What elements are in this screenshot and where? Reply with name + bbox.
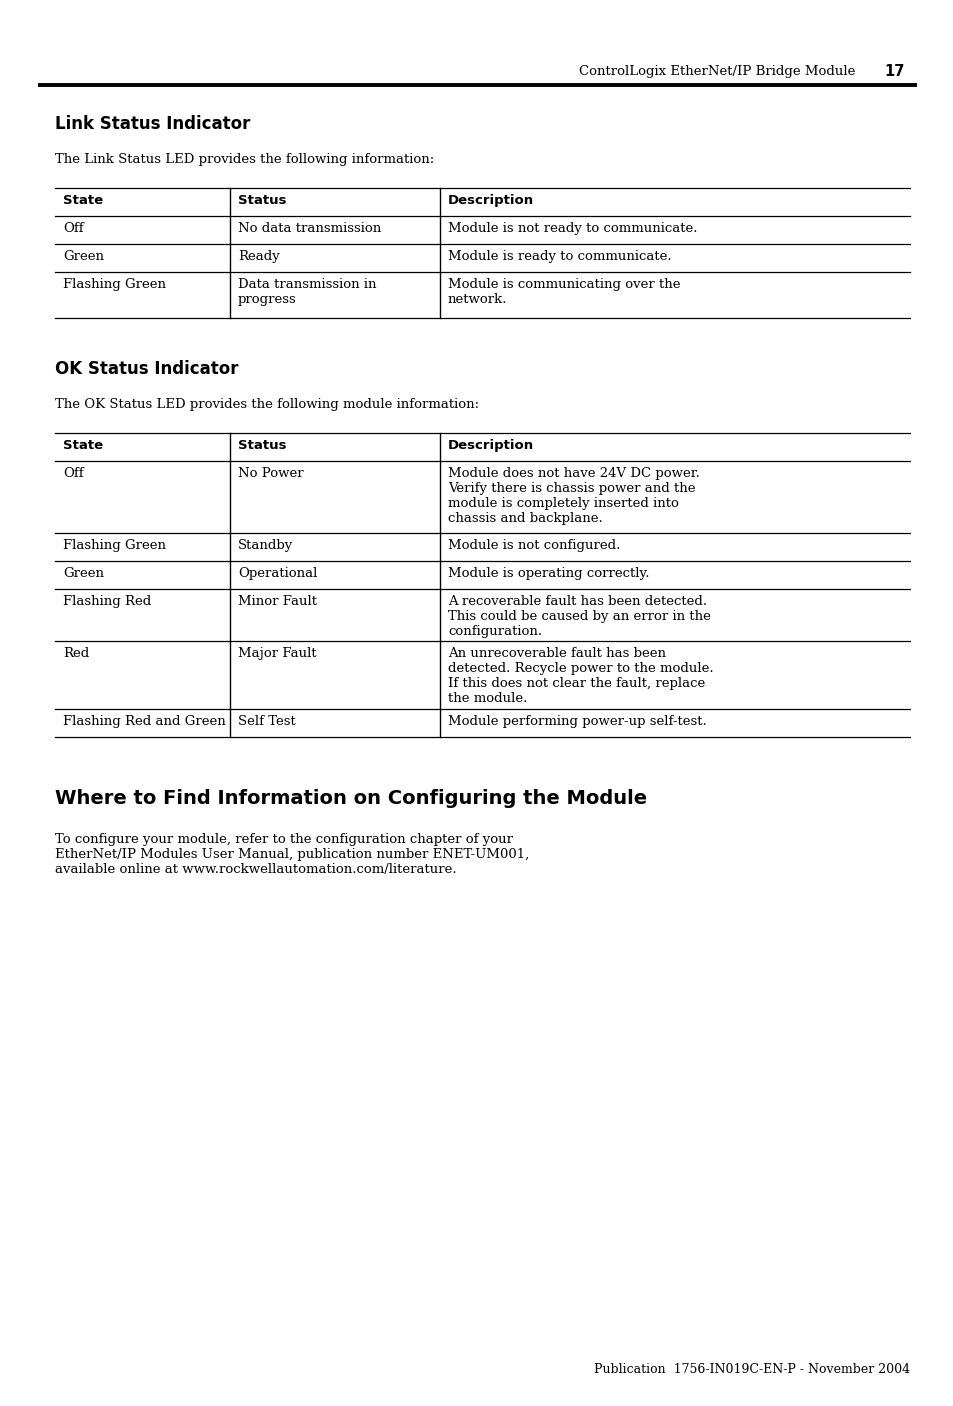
Text: Module is not configured.: Module is not configured. [448,538,619,553]
Text: Green: Green [63,250,104,263]
Text: No Power: No Power [237,467,303,479]
Text: Data transmission in
progress: Data transmission in progress [237,278,376,307]
Text: Major Fault: Major Fault [237,647,316,659]
Text: Flashing Green: Flashing Green [63,278,166,291]
Text: State: State [63,194,103,207]
Text: Status: Status [237,194,286,207]
Text: Green: Green [63,567,104,581]
Text: Operational: Operational [237,567,317,581]
Text: Module is ready to communicate.: Module is ready to communicate. [448,250,671,263]
Text: Module is communicating over the
network.: Module is communicating over the network… [448,278,679,307]
Text: Description: Description [448,194,534,207]
Text: State: State [63,439,103,451]
Text: Flashing Red: Flashing Red [63,595,152,607]
Text: Module is not ready to communicate.: Module is not ready to communicate. [448,222,697,235]
Text: ControlLogix EtherNet/IP Bridge Module: ControlLogix EtherNet/IP Bridge Module [578,66,854,79]
Text: Flashing Red and Green: Flashing Red and Green [63,716,226,728]
Text: Module performing power-up self-test.: Module performing power-up self-test. [448,716,706,728]
Text: Module does not have 24V DC power.
Verify there is chassis power and the
module : Module does not have 24V DC power. Verif… [448,467,700,524]
Text: To configure your module, refer to the configuration chapter of your
EtherNet/IP: To configure your module, refer to the c… [55,832,529,876]
Text: Where to Find Information on Configuring the Module: Where to Find Information on Configuring… [55,789,646,808]
Text: Minor Fault: Minor Fault [237,595,316,607]
Text: Ready: Ready [237,250,279,263]
Text: Off: Off [63,222,84,235]
Text: Self Test: Self Test [237,716,295,728]
Text: The Link Status LED provides the following information:: The Link Status LED provides the followi… [55,153,434,166]
Text: OK Status Indicator: OK Status Indicator [55,360,238,378]
Text: No data transmission: No data transmission [237,222,381,235]
Text: A recoverable fault has been detected.
This could be caused by an error in the
c: A recoverable fault has been detected. T… [448,595,710,638]
Text: 17: 17 [883,65,904,80]
Text: An unrecoverable fault has been
detected. Recycle power to the module.
If this d: An unrecoverable fault has been detected… [448,647,713,704]
Text: Link Status Indicator: Link Status Indicator [55,115,250,134]
Text: Flashing Green: Flashing Green [63,538,166,553]
Text: Red: Red [63,647,90,659]
Text: The OK Status LED provides the following module information:: The OK Status LED provides the following… [55,398,478,411]
Text: Standby: Standby [237,538,293,553]
Text: Status: Status [237,439,286,451]
Text: Publication  1756-IN019C-EN-P - November 2004: Publication 1756-IN019C-EN-P - November … [594,1362,909,1376]
Text: Module is operating correctly.: Module is operating correctly. [448,567,649,581]
Text: Description: Description [448,439,534,451]
Text: Off: Off [63,467,84,479]
